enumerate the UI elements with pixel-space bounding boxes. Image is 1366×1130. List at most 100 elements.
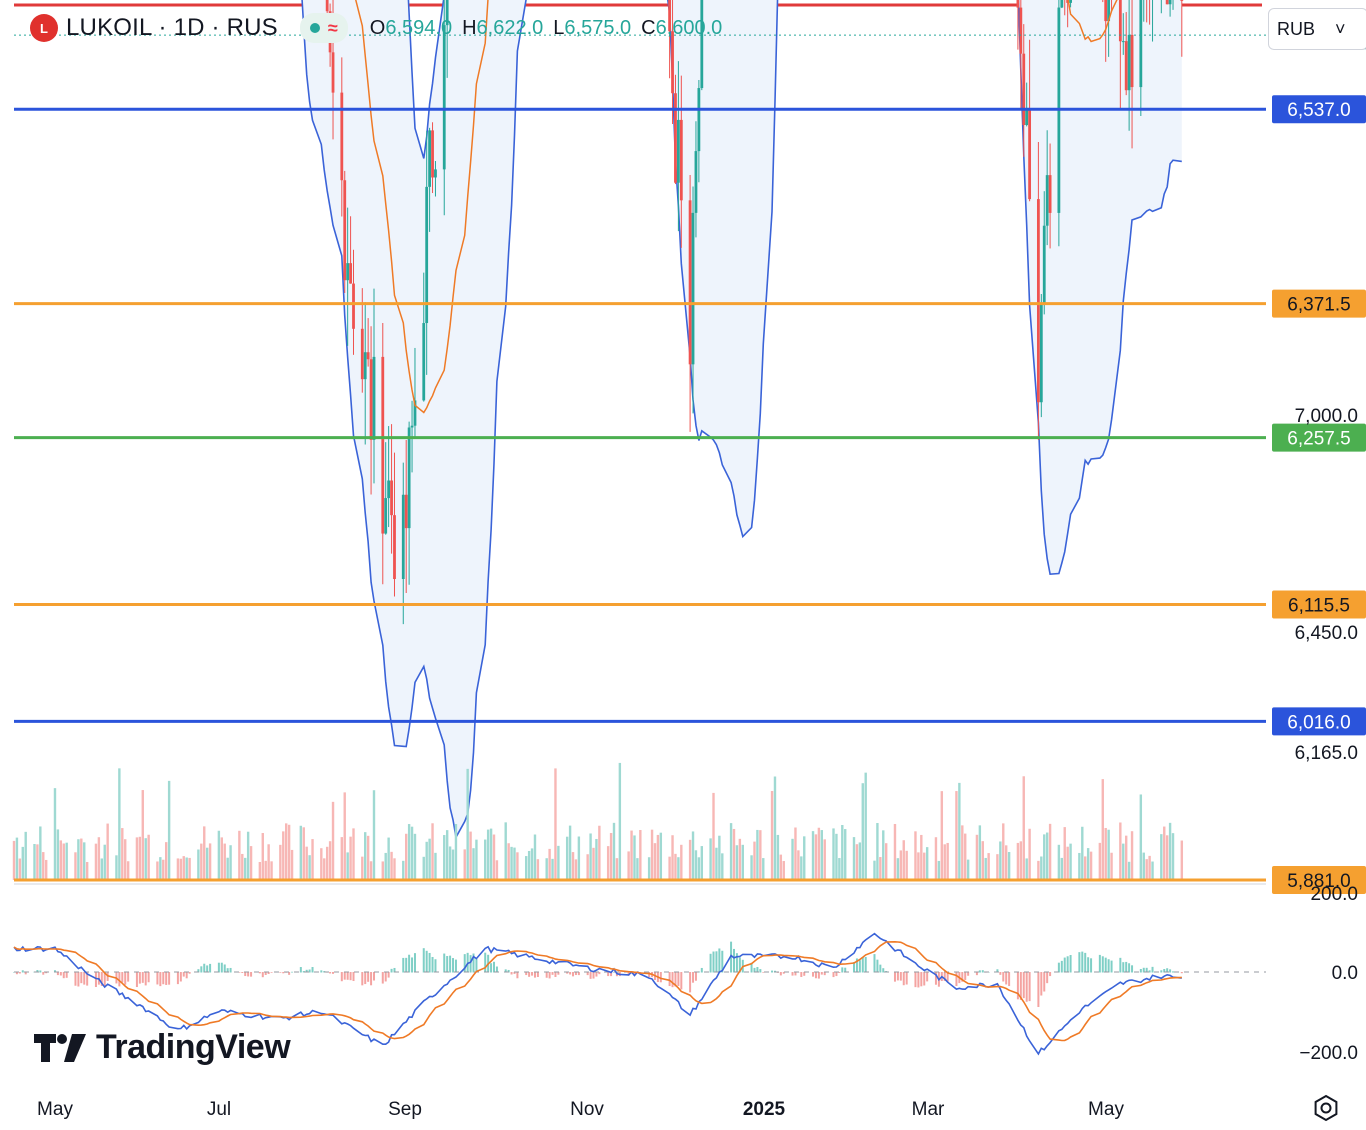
volume-bar <box>118 768 121 880</box>
price-level-label: 6,257.5 <box>1287 429 1350 450</box>
macd-histogram-bar <box>873 954 876 973</box>
symbol-title[interactable]: LUKOIL · 1D · RUS <box>66 14 278 41</box>
macd-histogram-bar <box>507 969 510 973</box>
volume-bar <box>115 855 118 880</box>
macd-histogram-bar <box>1040 972 1043 996</box>
volume-bar <box>905 850 908 880</box>
macd-histogram-bar <box>387 972 390 978</box>
macd-histogram-bar <box>443 953 446 973</box>
macd-histogram-bar <box>1081 951 1084 973</box>
volume-bar <box>83 842 86 880</box>
macd-histogram-bar <box>53 970 56 973</box>
macd-histogram-bar <box>1128 963 1131 973</box>
volume-bar <box>402 860 405 880</box>
candle-body <box>1045 175 1049 226</box>
volume-bar <box>18 858 22 880</box>
macd-histogram-bar <box>1119 957 1122 973</box>
macd-histogram-bar <box>738 957 741 973</box>
volume-bar <box>372 790 376 880</box>
y-axis-tick-label: −200.0 <box>1299 1043 1358 1064</box>
close-value: 6,600.0 <box>655 16 723 39</box>
macd-histogram-bar <box>217 962 220 973</box>
volume-bar <box>12 840 16 880</box>
market-status-pill[interactable]: ≈ <box>299 13 348 43</box>
volume-bar <box>486 829 490 880</box>
candle-body <box>1165 0 1169 5</box>
volume-bar <box>1124 835 1128 880</box>
volume-bar <box>156 861 159 880</box>
candle-body <box>431 130 434 178</box>
macd-histogram-bar <box>692 972 695 983</box>
close-label: C <box>641 16 656 39</box>
lukoil-logo-icon: L <box>30 14 58 42</box>
wave-icon: ≈ <box>327 17 338 38</box>
volume-bar <box>700 846 704 880</box>
volume-bar <box>732 828 736 880</box>
volume-bar <box>434 852 437 880</box>
volume-bar <box>287 824 291 880</box>
candle-body <box>352 283 355 329</box>
volume-bar <box>1004 845 1008 880</box>
candle-body <box>1107 0 1111 22</box>
volume-bar <box>691 831 695 880</box>
tradingview-logo-icon <box>34 1033 86 1062</box>
macd-histogram-bar <box>528 972 531 977</box>
macd-histogram-bar <box>493 961 495 973</box>
macd-histogram-bar <box>855 958 858 973</box>
volume-bar <box>24 831 27 880</box>
macd-histogram-bar <box>700 967 703 973</box>
candle-body <box>384 498 388 534</box>
volume-bar <box>454 824 458 880</box>
macd-histogram-bar <box>425 950 428 973</box>
volume-bar <box>627 851 630 880</box>
macd-histogram-bar <box>428 952 431 973</box>
macd-histogram-bar <box>844 967 847 973</box>
tradingview-branding[interactable]: TradingView <box>34 1028 291 1067</box>
volume-bar <box>917 852 920 880</box>
macd-histogram-bar <box>715 951 718 973</box>
volume-bar <box>548 848 551 880</box>
candle-body <box>1168 0 1172 5</box>
volume-bar <box>369 861 373 880</box>
candle-body <box>1036 199 1040 403</box>
macd-histogram-bar <box>261 972 264 978</box>
macd-histogram-bar <box>1084 952 1087 973</box>
volume-bar <box>858 842 862 880</box>
macd-histogram-bar <box>677 972 680 986</box>
macd-histogram-bar <box>367 972 370 982</box>
volume-bar <box>656 834 660 880</box>
volume-bar <box>855 844 859 880</box>
volume-bar <box>451 849 455 880</box>
macd-histogram-bar <box>484 952 487 973</box>
candle-body <box>1069 0 1072 3</box>
macd-histogram-bar <box>346 972 349 980</box>
volume-bar <box>718 835 721 880</box>
volume-bar <box>1145 859 1148 880</box>
macd-histogram-bar <box>124 972 127 985</box>
volume-bar <box>1168 822 1172 880</box>
volume-bar <box>571 852 575 880</box>
candle-body <box>343 180 347 281</box>
volume-bar <box>879 857 882 880</box>
volume-bar <box>205 847 209 880</box>
settings-gear-icon[interactable] <box>1312 1094 1340 1122</box>
volume-bar <box>697 857 701 880</box>
macd-histogram-bar <box>893 972 896 982</box>
macd-histogram-bar <box>65 972 68 978</box>
macd-histogram-bar <box>899 972 902 981</box>
candle-body <box>700 0 704 89</box>
macd-histogram-bar <box>305 969 308 973</box>
x-axis-tick-label: Sep <box>388 1099 422 1120</box>
macd-histogram-bar <box>1025 972 1028 1002</box>
bollinger-band-fill <box>302 0 1182 838</box>
macd-histogram-bar <box>978 970 981 973</box>
price-level-label-box <box>1272 590 1366 619</box>
volume-bar <box>680 844 683 880</box>
macd-histogram-bar <box>472 953 475 973</box>
volume-bar <box>21 846 24 880</box>
volume-bar <box>484 839 487 880</box>
currency-select[interactable]: RUB ˅ <box>1268 8 1366 50</box>
volume-bar <box>1151 861 1154 880</box>
volume-bar <box>1089 851 1093 880</box>
